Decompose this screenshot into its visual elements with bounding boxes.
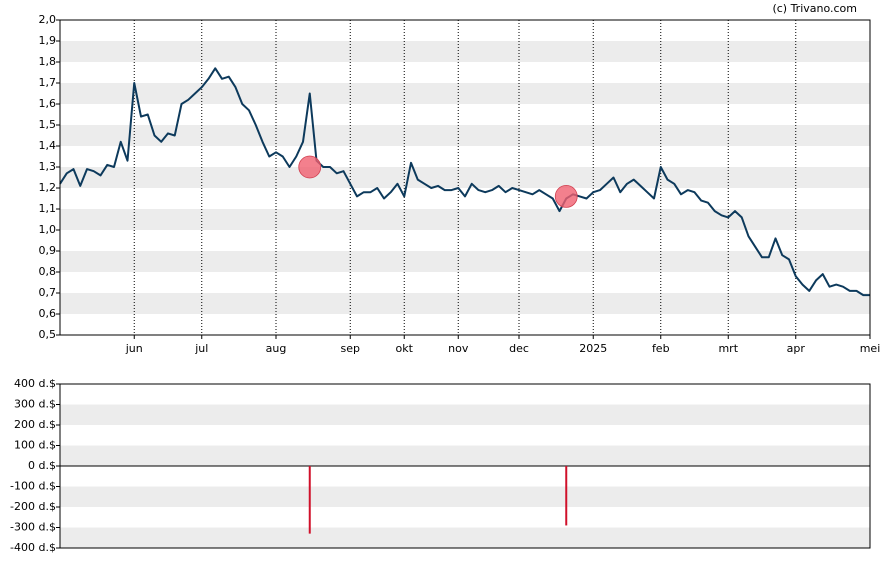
x-tick-label: sep [341,342,360,355]
plot-frame [59,383,871,549]
y-tick-label: 1,6 [39,97,57,110]
grid-band [60,167,870,188]
y-tick-label: -100 d.$ [10,480,56,493]
y-tick-label: 2,0 [39,13,57,26]
grid-band [60,404,870,425]
grid-band [60,445,870,466]
x-tick-label: jun [125,342,143,355]
credit: (c) Trivano.com [772,2,857,15]
trade-marker [298,155,322,179]
grid-band [60,209,870,230]
y-tick-label: 0,7 [39,286,57,299]
y-tick-label: 0,9 [39,244,57,257]
x-tick-label: okt [396,342,414,355]
price-line [59,67,870,297]
y-tick-label: 300 d.$ [14,398,56,411]
x-tick-label: 2025 [579,342,607,355]
grid-band [60,83,870,104]
y-tick-label: 0,8 [39,265,57,278]
grid-band [60,527,870,548]
y-tick-label: 1,7 [39,76,57,89]
x-tick-label: dec [509,342,529,355]
plot-frame [59,19,871,336]
y-tick-label: 1,8 [39,55,57,68]
grid-band [60,41,870,62]
x-tick-label: mrt [718,342,738,355]
y-tick-label: -200 d.$ [10,500,56,513]
y-tick-label: 200 d.$ [14,418,56,431]
x-tick-label: aug [266,342,287,355]
y-tick-label: 400 d.$ [14,377,56,390]
x-tick-label: feb [652,342,670,355]
y-tick-label: 0,5 [39,328,57,341]
y-tick-label: 1,0 [39,223,57,236]
grid-band [60,293,870,314]
y-tick-label: 1,3 [39,160,57,173]
y-tick-label: 100 d.$ [14,439,56,452]
x-tick-label: apr [787,342,806,355]
trade-marker [554,184,578,208]
grid-band [60,251,870,272]
y-tick-label: 1,5 [39,118,57,131]
y-tick-label: 1,4 [39,139,57,152]
y-tick-label: 0,6 [39,307,57,320]
y-tick-label: -400 d.$ [10,541,56,554]
y-tick-label: 1,1 [39,202,57,215]
grid-band [60,125,870,146]
y-tick-label: 0 d.$ [28,459,56,472]
x-tick-label: jul [194,342,208,355]
y-tick-label: -300 d.$ [10,521,56,534]
x-tick-label: mei [860,342,881,355]
y-tick-label: 1,2 [39,181,57,194]
x-tick-label: nov [448,342,469,355]
y-tick-label: 1,9 [39,34,57,47]
grid-band [60,486,870,507]
